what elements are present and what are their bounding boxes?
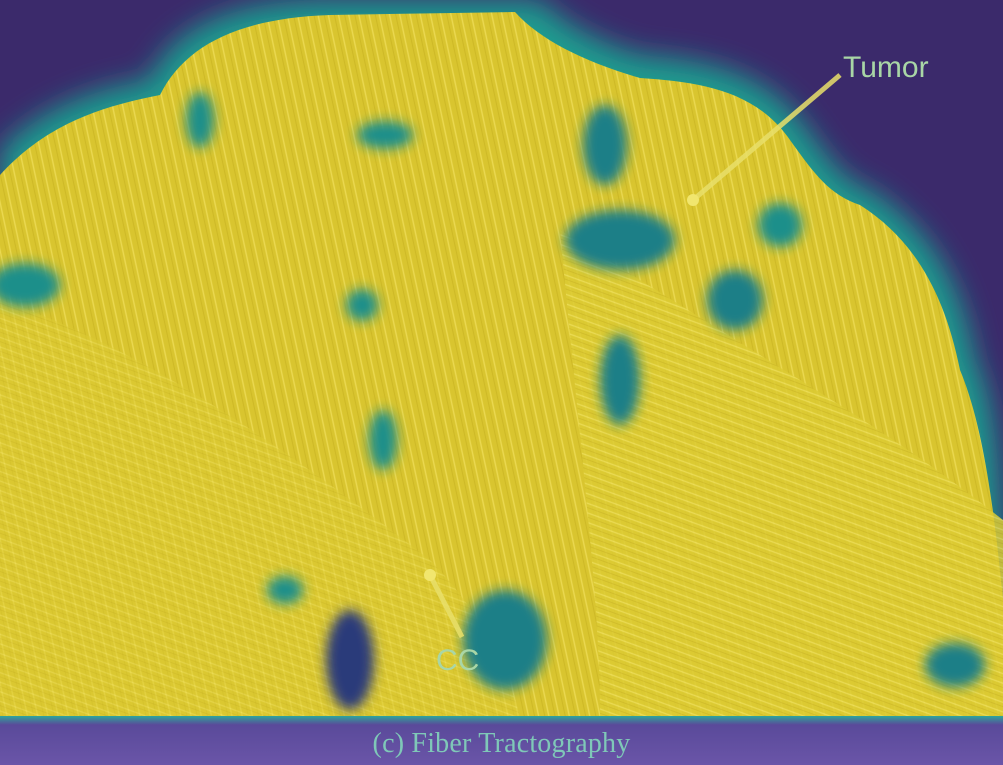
cc-pointer bbox=[424, 569, 465, 639]
tumor-label: Tumor bbox=[843, 51, 929, 84]
tractography-image bbox=[0, 0, 1003, 716]
fiber-gaps bbox=[0, 92, 985, 710]
figure-caption: (c) Fiber Tractography bbox=[372, 728, 631, 759]
cc-label: CC bbox=[436, 644, 480, 677]
tumor-pointer bbox=[687, 73, 842, 206]
caption-bar bbox=[0, 716, 1003, 765]
brain-fibers bbox=[0, 12, 1003, 716]
